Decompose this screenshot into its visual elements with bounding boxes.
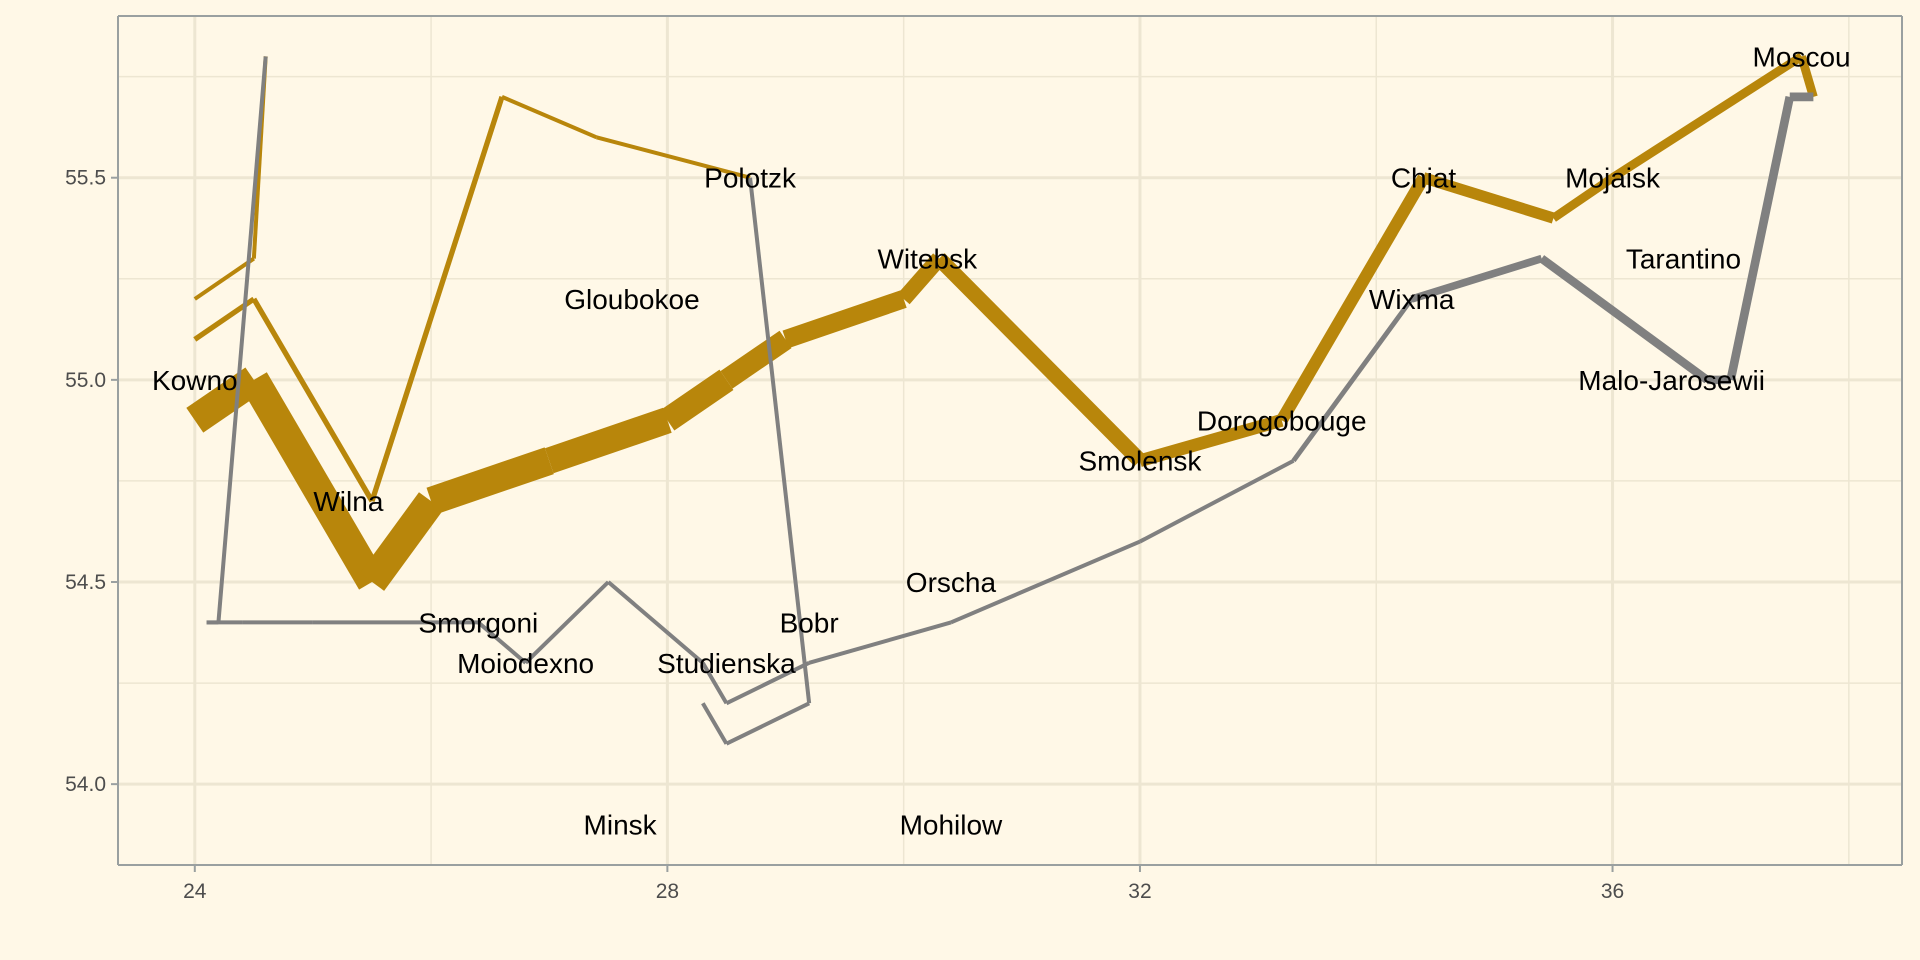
path-segment-advance <box>240 372 385 590</box>
path-segment-retreat <box>607 580 705 665</box>
city-label: Smorgoni <box>418 607 538 638</box>
city-label: Wilna <box>313 486 383 517</box>
city-label: Studienska <box>657 648 796 679</box>
path-segment-retreat <box>725 661 811 706</box>
axes <box>117 15 1903 866</box>
path-segment-advance <box>933 253 1146 467</box>
city-label: Kowno <box>152 365 238 396</box>
path-segment-advance <box>1421 172 1556 224</box>
city-label: Dorogobouge <box>1197 405 1367 436</box>
city-label: Moscou <box>1753 41 1851 72</box>
city-label: Moiodexno <box>457 648 594 679</box>
army-paths <box>186 52 1818 746</box>
path-segment-advance <box>1138 414 1284 467</box>
path-segment-advance <box>720 330 792 389</box>
path-segment-retreat <box>216 56 268 623</box>
path-segment-retreat <box>524 580 610 665</box>
path-segment-advance <box>501 95 598 140</box>
tick-labels: 24 28 32 36 54.0 54.5 55.0 55.5 <box>65 167 1624 903</box>
path-segment-retreat <box>1539 255 1710 384</box>
path-segment-retreat <box>950 539 1141 625</box>
path-segment-advance <box>595 135 751 180</box>
path-segment-advance <box>1610 52 1804 182</box>
city-label: Mojaisk <box>1565 163 1661 194</box>
path-segment-advance <box>251 297 375 503</box>
city-label: Tarantino <box>1626 244 1741 275</box>
grid-major-lines <box>118 16 1902 865</box>
path-segment-retreat <box>1726 95 1794 381</box>
path-segment-retreat <box>701 702 729 745</box>
x-tick-label: 36 <box>1601 880 1624 903</box>
city-label: Smolensk <box>1078 446 1202 477</box>
grid-minor-lines <box>118 16 1902 865</box>
y-tick-label: 54.0 <box>65 773 106 796</box>
city-label: Wixma <box>1369 284 1455 315</box>
path-segment-retreat <box>1139 458 1295 544</box>
x-tick-label: 28 <box>656 880 679 903</box>
path-segment-retreat <box>808 620 952 665</box>
city-label: Mohilow <box>900 810 1003 841</box>
y-tick-label: 55.5 <box>65 167 106 190</box>
path-segment-advance <box>660 369 734 431</box>
path-segment-advance <box>1797 55 1818 99</box>
path-segment-advance <box>369 96 505 502</box>
path-segment-advance <box>193 256 255 301</box>
city-label: Orscha <box>906 567 997 598</box>
y-tick-label: 54.5 <box>65 571 106 594</box>
city-labels: Kowno Wilna Smorgoni Moiodexno Gloubokoe Mins… <box>152 41 1851 840</box>
city-label: Chjat <box>1391 163 1457 194</box>
path-segment-advance <box>544 407 672 474</box>
path-segment-advance <box>1550 174 1616 222</box>
city-label: Polotzk <box>704 163 797 194</box>
path-segment-advance <box>426 447 554 515</box>
path-segment-advance <box>897 253 946 305</box>
x-tick-label: 32 <box>1128 880 1151 903</box>
city-label: Malo-Jarosewii <box>1578 365 1765 396</box>
path-segment-retreat <box>1291 297 1414 463</box>
path-segment-advance <box>782 290 907 349</box>
path-segment-advance <box>1276 174 1429 424</box>
y-tick-label: 55.0 <box>65 369 106 392</box>
path-segment-retreat <box>748 177 812 704</box>
path-segment-retreat <box>1410 254 1543 303</box>
x-tick-label: 24 <box>183 880 207 903</box>
city-label: Bobr <box>780 607 839 638</box>
city-label: Minsk <box>584 810 658 841</box>
path-segment-advance <box>359 492 444 591</box>
path-segment-retreat <box>701 661 729 705</box>
city-label: Gloubokoe <box>564 284 699 315</box>
plot-panel <box>118 16 1902 865</box>
city-label: Witebsk <box>878 244 979 275</box>
path-segment-retreat <box>725 701 811 746</box>
path-segment-retreat <box>477 620 527 665</box>
